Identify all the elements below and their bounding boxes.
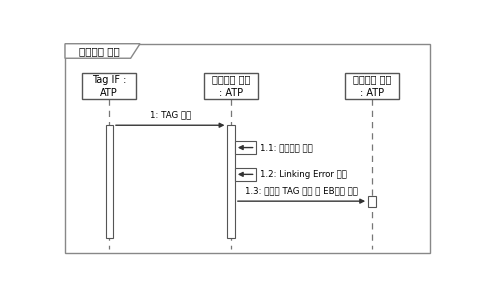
Bar (345, 73, 399, 99)
Text: 열차위치 보정: 열차위치 보정 (79, 46, 120, 56)
Bar (204, 73, 258, 99)
Text: 1.1: 열차위치 보정: 1.1: 열차위치 보정 (260, 143, 313, 152)
Bar (106, 125, 113, 238)
Text: Tag IF :
ATP: Tag IF : ATP (92, 75, 126, 98)
Text: 제동제어 관리
: ATP: 제동제어 관리 : ATP (353, 75, 391, 98)
Bar (235, 168, 256, 180)
Bar (227, 125, 235, 238)
Text: 열차위치 관리
: ATP: 열차위치 관리 : ATP (212, 75, 250, 98)
Text: 1.3: 잘못된 TAG 입력 시 EB체결 요구: 1.3: 잘못된 TAG 입력 시 EB체결 요구 (245, 186, 358, 195)
Text: 1: TAG 입력: 1: TAG 입력 (150, 110, 191, 119)
Text: 1.2: Linking Error 확인: 1.2: Linking Error 확인 (260, 170, 347, 179)
Bar (368, 196, 376, 206)
Bar (82, 73, 136, 99)
Polygon shape (65, 44, 140, 58)
Bar (235, 142, 256, 154)
